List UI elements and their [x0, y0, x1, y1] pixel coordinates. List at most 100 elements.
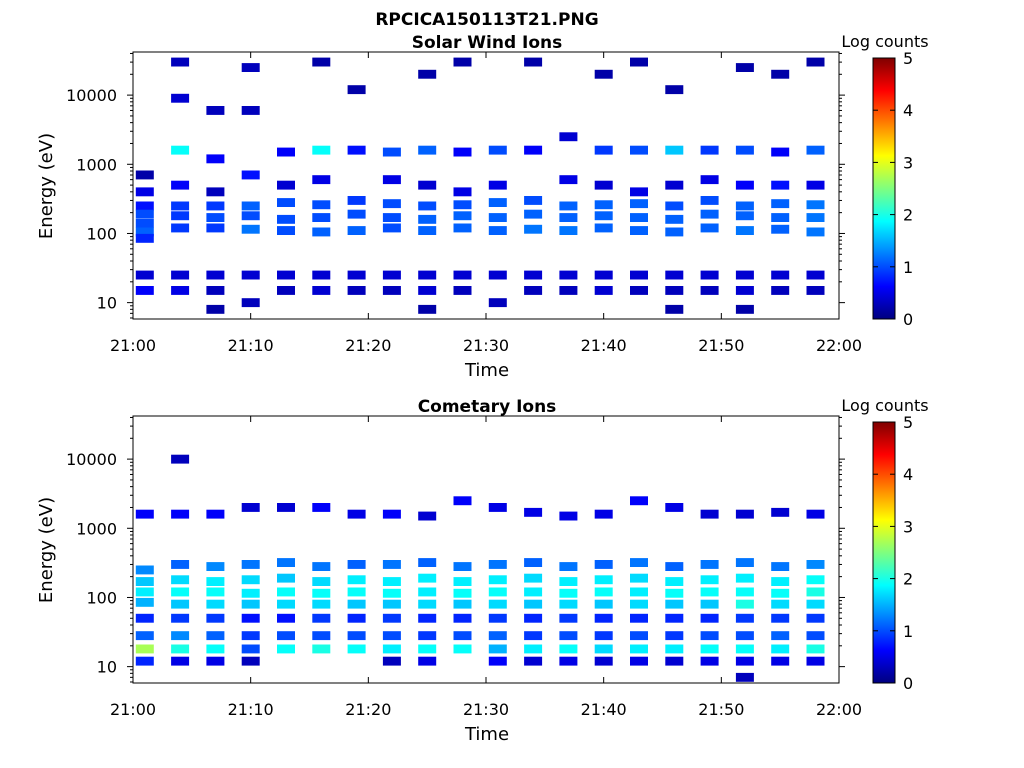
- panel-title-cometary: Cometary Ions: [418, 397, 557, 417]
- heatmap-cell: [418, 270, 437, 280]
- heatmap-cell: [347, 226, 366, 235]
- heatmap-cell: [453, 644, 472, 654]
- heatmap-cell: [806, 270, 825, 280]
- heatmap-cell: [488, 656, 507, 666]
- heatmap-cell: [418, 644, 437, 654]
- heatmap-cell: [559, 656, 578, 666]
- heatmap-cell: [135, 201, 154, 211]
- y-tick-label: 1000: [76, 519, 117, 538]
- heatmap-cell: [630, 57, 648, 67]
- heatmap-cell: [806, 145, 825, 155]
- heatmap-cell: [171, 286, 190, 295]
- heatmap-cell: [171, 575, 190, 585]
- heatmap-cell: [312, 57, 331, 67]
- heatmap-cell: [382, 588, 401, 598]
- heatmap-cell: [347, 644, 366, 654]
- heatmap-cell: [206, 223, 225, 233]
- heatmap-cell: [347, 587, 366, 597]
- heatmap-cell: [630, 187, 648, 197]
- heatmap-cell: [312, 286, 331, 295]
- heatmap-cells-solar-wind: [135, 57, 825, 314]
- heatmap-cell: [594, 575, 613, 585]
- heatmap-cell: [382, 656, 401, 666]
- heatmap-cell: [594, 145, 613, 155]
- heatmap-cell: [700, 575, 719, 585]
- heatmap-cell: [735, 509, 754, 519]
- heatmap-cell: [630, 558, 648, 567]
- heatmap-cell: [241, 575, 260, 585]
- heatmap-cell: [206, 213, 225, 222]
- y-tick-label: 10000: [66, 450, 117, 469]
- heatmap-cell: [524, 196, 543, 205]
- heatmap-cell: [806, 286, 825, 295]
- heatmap-cell: [135, 170, 154, 180]
- heatmap-cell: [277, 503, 295, 512]
- heatmap-cell: [630, 496, 648, 506]
- heatmap-cell: [382, 175, 401, 185]
- heatmap-cell: [171, 180, 190, 190]
- heatmap-cell: [806, 644, 825, 654]
- heatmap-cell: [735, 270, 754, 280]
- heatmap-cell: [806, 180, 825, 190]
- heatmap-cell: [382, 577, 401, 586]
- colorbar-tick-label: 3: [903, 517, 913, 536]
- heatmap-cell: [559, 270, 578, 280]
- heatmap-cell: [630, 270, 648, 280]
- heatmap-cell: [735, 286, 754, 295]
- heatmap-cell: [347, 575, 366, 585]
- colorbar-tick-label: 5: [903, 413, 913, 432]
- heatmap-cell: [277, 270, 295, 280]
- heatmap-cell: [241, 170, 260, 180]
- heatmap-cell: [700, 509, 719, 519]
- heatmap-cell: [700, 145, 719, 155]
- heatmap-cell: [665, 286, 684, 295]
- heatmap-cell: [700, 560, 719, 569]
- heatmap-cell: [453, 588, 472, 598]
- heatmap-cell: [771, 577, 790, 586]
- heatmap-cell: [241, 588, 260, 598]
- heatmap-cell: [382, 199, 401, 209]
- heatmap-cell: [700, 644, 719, 654]
- heatmap-cell: [347, 286, 366, 295]
- heatmap-cell: [453, 147, 472, 157]
- heatmap-cell: [665, 214, 684, 224]
- heatmap-cell: [806, 57, 825, 67]
- heatmap-cell: [171, 57, 190, 67]
- heatmap-cell: [206, 644, 225, 654]
- x-tick-label: 21:10: [228, 700, 274, 719]
- heatmap-cell: [453, 200, 472, 210]
- heatmap-cell: [171, 454, 190, 464]
- heatmap-cell: [418, 286, 437, 295]
- heatmap-cell: [277, 558, 295, 567]
- heatmap-cell: [312, 145, 331, 155]
- heatmap-cell: [241, 560, 260, 569]
- heatmap-cell: [241, 106, 260, 115]
- heatmap-cell: [559, 132, 578, 142]
- heatmap-cell: [524, 270, 543, 280]
- heatmap-cell: [135, 270, 154, 280]
- heatmap-cell: [771, 147, 790, 157]
- x-tick-label: 22:00: [816, 700, 862, 719]
- heatmap-cell: [665, 180, 684, 190]
- heatmap-cell: [559, 175, 578, 185]
- heatmap-cell: [382, 509, 401, 519]
- heatmap-cell: [382, 631, 401, 641]
- heatmap-cell: [135, 233, 154, 243]
- axes-solar-wind: 21:00 21:10 21:20 21:30 21:40 21:50 22:00 10 100…: [66, 52, 862, 355]
- y-tick-label: 10: [97, 658, 117, 677]
- heatmap-cell: [135, 286, 154, 295]
- heatmap-cell: [700, 286, 719, 295]
- heatmap-cell: [806, 509, 825, 519]
- colorbar-tick-label: 1: [903, 258, 913, 277]
- heatmap-cell: [630, 644, 648, 654]
- heatmap-cell: [488, 298, 507, 308]
- heatmap-cell: [418, 201, 437, 211]
- heatmap-cell: [312, 599, 331, 609]
- heatmap-cell: [312, 588, 331, 598]
- heatmap-cell: [771, 599, 790, 609]
- heatmap-cell: [735, 180, 754, 190]
- x-tick-label: 21:30: [463, 336, 509, 355]
- heatmap-cell: [488, 270, 507, 280]
- heatmap-cell: [594, 211, 613, 221]
- heatmap-cell: [418, 573, 437, 583]
